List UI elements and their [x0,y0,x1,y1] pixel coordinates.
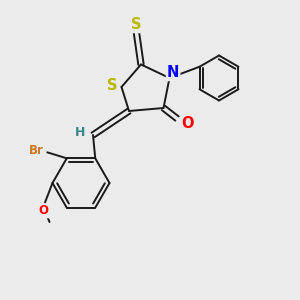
Text: Br: Br [29,144,44,157]
Text: N: N [167,65,179,80]
Text: O: O [39,204,49,218]
Text: S: S [131,17,142,32]
Text: H: H [75,125,85,139]
Text: O: O [181,116,194,130]
Text: S: S [107,78,117,93]
